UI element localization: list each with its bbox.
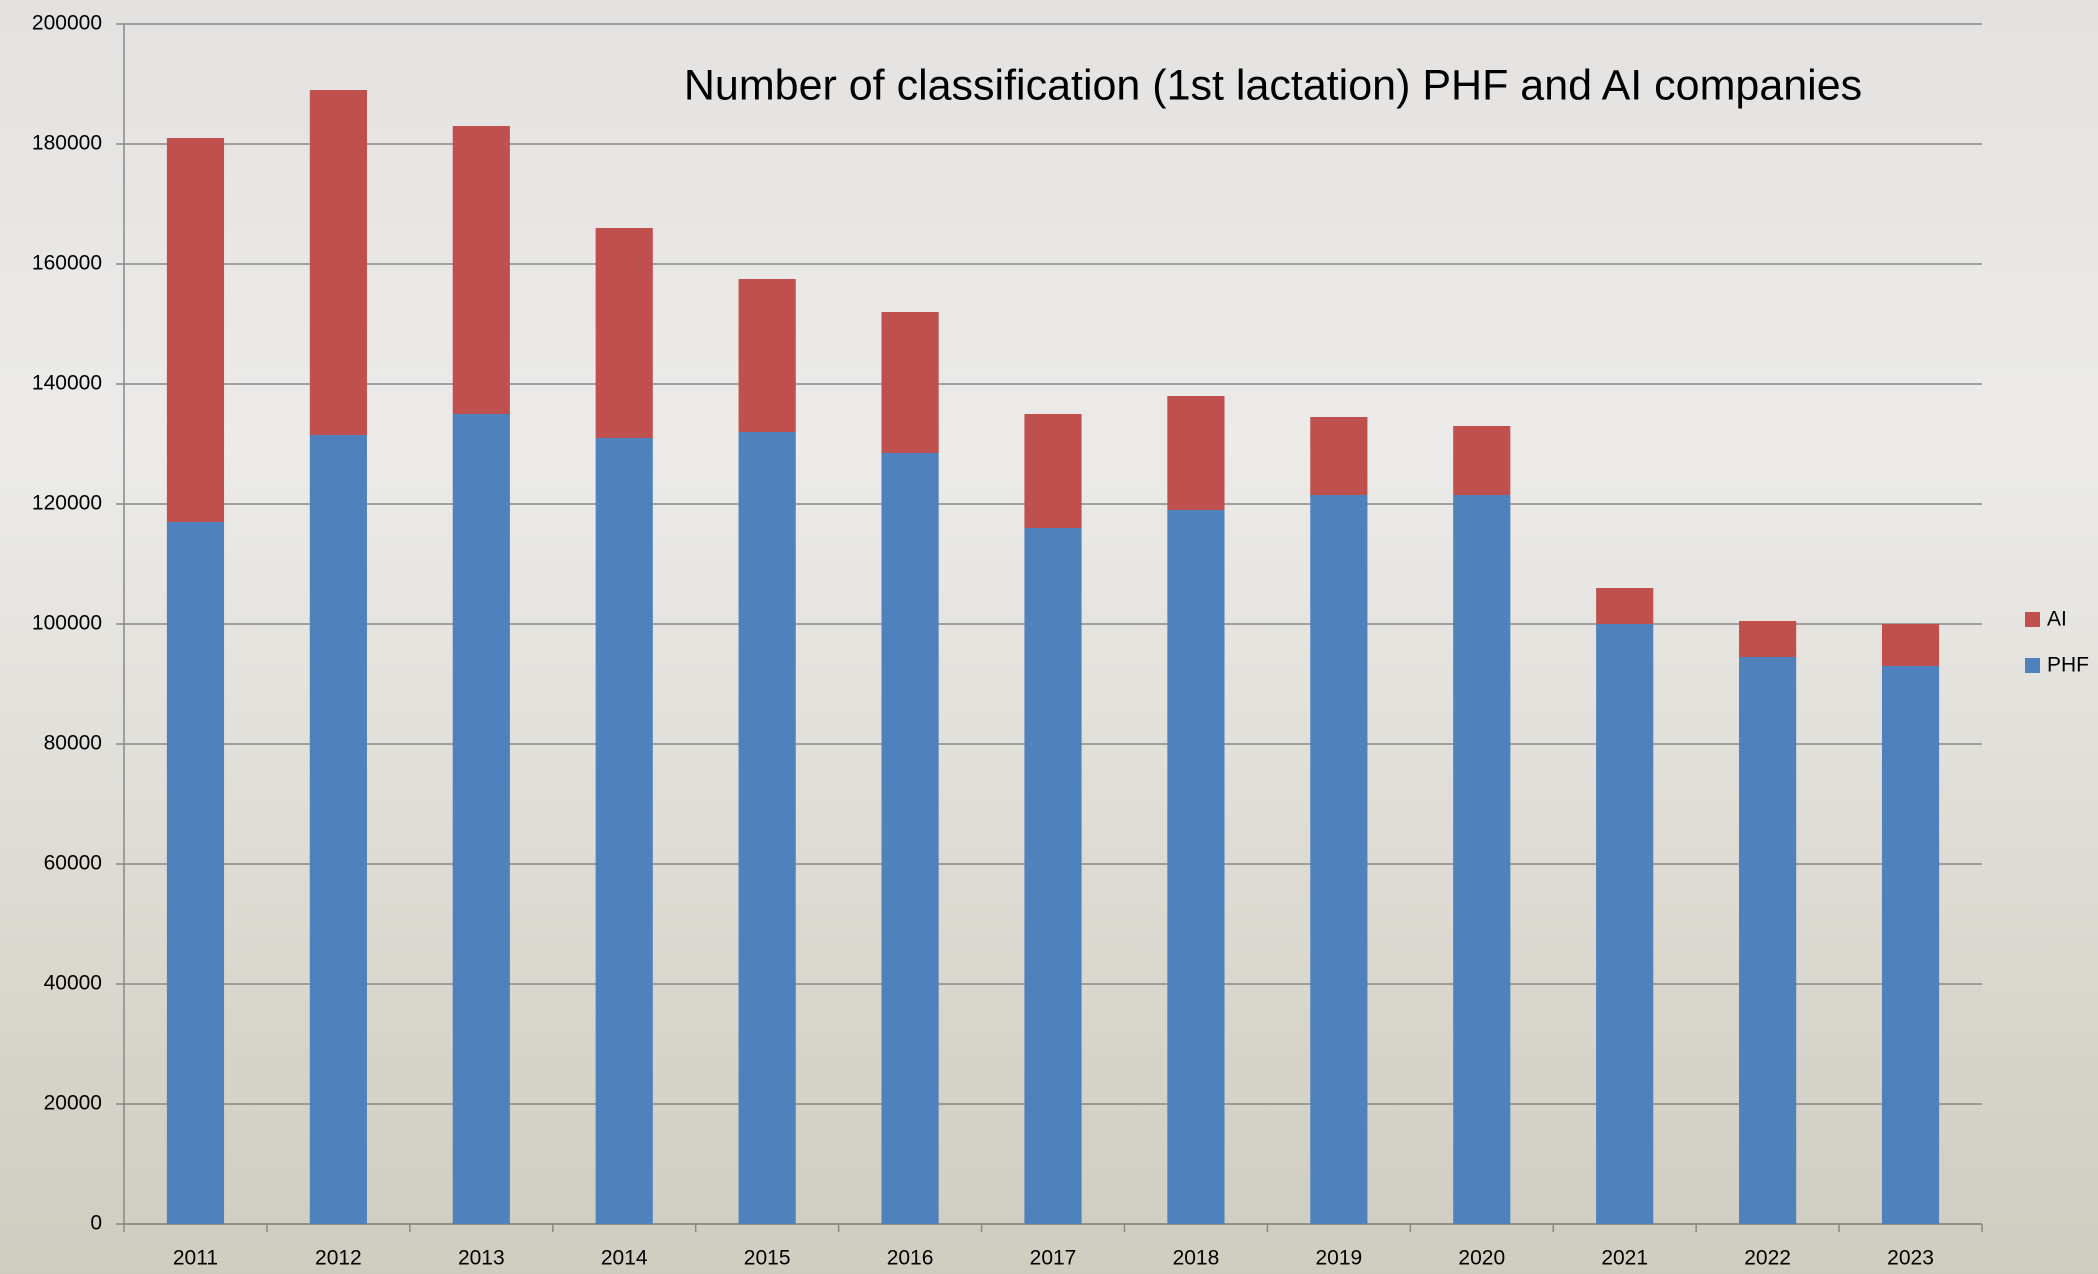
bar-segment xyxy=(1167,396,1224,510)
x-tick-label: 2021 xyxy=(1601,1247,1648,1270)
legend-label: PHF xyxy=(2047,654,2089,677)
y-tick-label: 100000 xyxy=(32,612,102,635)
bar-segment xyxy=(1453,426,1510,495)
bar-segment xyxy=(1167,510,1224,1224)
y-tick-label: 140000 xyxy=(32,372,102,395)
bar-segment xyxy=(453,126,510,414)
bar-segment xyxy=(596,228,653,438)
x-tick-label: 2012 xyxy=(315,1247,362,1270)
bar-segment xyxy=(1739,621,1796,657)
bar-segment xyxy=(739,279,796,432)
bar-segment xyxy=(167,522,224,1224)
legend-swatch xyxy=(2025,658,2040,673)
bar-segment xyxy=(881,312,938,453)
bar-segment xyxy=(1310,417,1367,495)
bar-segment xyxy=(1453,495,1510,1224)
chart: Number of classification (1st lactation)… xyxy=(0,0,2098,1274)
x-tick-label: 2017 xyxy=(1030,1247,1077,1270)
y-tick-label: 0 xyxy=(90,1212,102,1235)
y-tick-label: 180000 xyxy=(32,132,102,155)
bar-segment xyxy=(310,90,367,435)
bar-segment xyxy=(453,414,510,1224)
x-tick-label: 2022 xyxy=(1744,1247,1791,1270)
x-tick-label: 2014 xyxy=(601,1247,648,1270)
x-tick-label: 2023 xyxy=(1887,1247,1934,1270)
bar-segment xyxy=(1739,657,1796,1224)
bar-segment xyxy=(881,453,938,1224)
x-tick-label: 2015 xyxy=(744,1247,791,1270)
chart-title: Number of classification (1st lactation)… xyxy=(684,61,1862,109)
bar-segment xyxy=(1882,666,1939,1224)
bar-segment xyxy=(1310,495,1367,1224)
y-tick-label: 160000 xyxy=(32,252,102,275)
bar-segment xyxy=(1882,624,1939,666)
y-tick-label: 200000 xyxy=(32,12,102,35)
legend-label: AI xyxy=(2047,608,2067,631)
bar-segment xyxy=(310,435,367,1224)
bar-segment xyxy=(1024,528,1081,1224)
bar-segment xyxy=(739,432,796,1224)
bar-segment xyxy=(167,138,224,522)
bar-segment xyxy=(596,438,653,1224)
y-tick-label: 20000 xyxy=(44,1092,102,1115)
bar-segment xyxy=(1596,624,1653,1224)
x-tick-label: 2020 xyxy=(1458,1247,1505,1270)
y-tick-label: 120000 xyxy=(32,492,102,515)
y-tick-label: 80000 xyxy=(44,732,102,755)
x-tick-label: 2013 xyxy=(458,1247,505,1270)
y-tick-label: 60000 xyxy=(44,852,102,875)
legend-swatch xyxy=(2025,612,2040,627)
y-tick-label: 40000 xyxy=(44,972,102,995)
x-tick-label: 2019 xyxy=(1315,1247,1362,1270)
x-tick-label: 2018 xyxy=(1173,1247,1220,1270)
x-tick-label: 2016 xyxy=(887,1247,934,1270)
bar-segment xyxy=(1024,414,1081,528)
bar-segment xyxy=(1596,588,1653,624)
x-tick-label: 2011 xyxy=(173,1247,218,1270)
